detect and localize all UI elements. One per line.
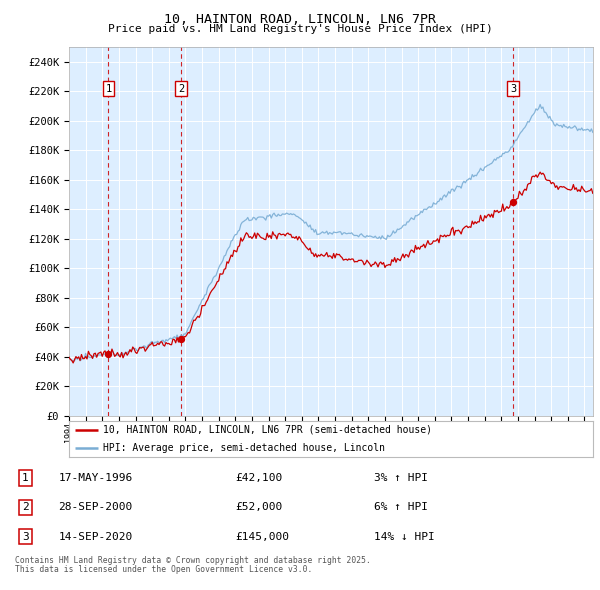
Text: Price paid vs. HM Land Registry's House Price Index (HPI): Price paid vs. HM Land Registry's House …: [107, 24, 493, 34]
Text: 1: 1: [22, 473, 29, 483]
Text: £52,000: £52,000: [235, 503, 282, 512]
Text: 6% ↑ HPI: 6% ↑ HPI: [374, 503, 428, 512]
Text: 10, HAINTON ROAD, LINCOLN, LN6 7PR (semi-detached house): 10, HAINTON ROAD, LINCOLN, LN6 7PR (semi…: [103, 425, 432, 435]
Text: 14-SEP-2020: 14-SEP-2020: [58, 532, 133, 542]
Text: 3: 3: [22, 532, 29, 542]
Text: 1: 1: [105, 84, 112, 93]
Text: HPI: Average price, semi-detached house, Lincoln: HPI: Average price, semi-detached house,…: [103, 443, 385, 453]
Text: Contains HM Land Registry data © Crown copyright and database right 2025.: Contains HM Land Registry data © Crown c…: [15, 556, 371, 565]
Point: [176, 335, 186, 344]
Text: 2: 2: [22, 503, 29, 512]
Text: 17-MAY-1996: 17-MAY-1996: [58, 473, 133, 483]
Point: [508, 198, 518, 207]
Text: 3% ↑ HPI: 3% ↑ HPI: [374, 473, 428, 483]
Text: This data is licensed under the Open Government Licence v3.0.: This data is licensed under the Open Gov…: [15, 565, 313, 574]
Text: £145,000: £145,000: [235, 532, 289, 542]
Text: 14% ↓ HPI: 14% ↓ HPI: [374, 532, 435, 542]
Text: 3: 3: [510, 84, 516, 93]
Text: £42,100: £42,100: [235, 473, 282, 483]
Point: [104, 349, 113, 359]
Text: 2: 2: [178, 84, 184, 93]
Text: 10, HAINTON ROAD, LINCOLN, LN6 7PR: 10, HAINTON ROAD, LINCOLN, LN6 7PR: [164, 13, 436, 26]
Text: 28-SEP-2000: 28-SEP-2000: [58, 503, 133, 512]
